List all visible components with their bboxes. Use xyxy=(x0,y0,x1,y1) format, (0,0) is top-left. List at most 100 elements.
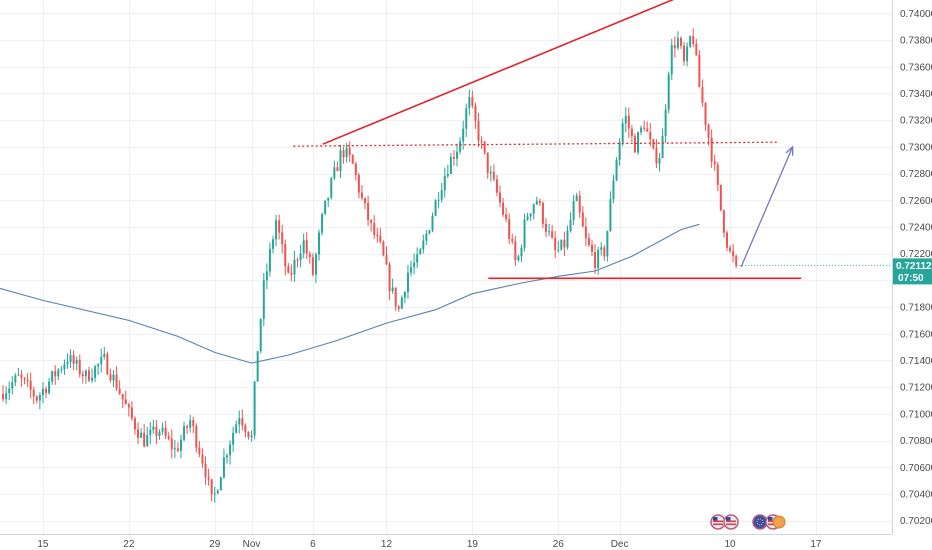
candle xyxy=(517,254,520,263)
time-tick-label: Dec xyxy=(611,539,629,550)
candle xyxy=(296,257,299,268)
candle xyxy=(189,414,192,433)
time-tick-label: 17 xyxy=(810,539,822,550)
candle xyxy=(612,174,615,204)
candle xyxy=(569,212,572,233)
time-tick-label: 12 xyxy=(381,539,393,550)
candle xyxy=(17,367,20,376)
candle xyxy=(664,103,667,143)
us-flag-icon[interactable] xyxy=(710,514,726,530)
time-tick-label: 6 xyxy=(310,539,316,550)
candles xyxy=(2,28,738,503)
candle xyxy=(683,41,686,66)
candle xyxy=(308,251,311,264)
candle xyxy=(152,419,155,434)
bar-countdown: 07:50 xyxy=(898,273,924,284)
candle xyxy=(440,183,443,203)
candle xyxy=(29,372,32,399)
candle xyxy=(413,253,416,275)
candle xyxy=(241,409,244,431)
candle xyxy=(729,245,732,254)
candle xyxy=(357,172,360,199)
candle xyxy=(112,370,115,387)
candle xyxy=(281,224,284,254)
candle xyxy=(689,35,692,49)
candle xyxy=(26,373,29,388)
candle xyxy=(627,107,630,138)
candle xyxy=(192,416,195,434)
eu-flag-icon[interactable] xyxy=(752,514,768,530)
candle xyxy=(603,245,606,261)
candle xyxy=(640,125,643,135)
candle xyxy=(133,416,136,435)
candle xyxy=(66,353,69,369)
candle xyxy=(222,448,225,480)
candle xyxy=(673,36,676,58)
candle xyxy=(176,442,179,453)
rising-trendline[interactable] xyxy=(322,0,679,145)
candle xyxy=(489,166,492,182)
candle xyxy=(339,144,342,179)
candle xyxy=(370,219,373,232)
candle xyxy=(511,233,514,245)
candle xyxy=(84,369,87,384)
candle xyxy=(483,141,486,155)
candle xyxy=(532,203,535,220)
candle xyxy=(471,90,474,109)
candle xyxy=(465,103,468,137)
time-axis[interactable]: 15 22 29 Nov 6 12 19 26 Dec 10 17 xyxy=(37,539,822,550)
candle xyxy=(566,225,569,250)
candle xyxy=(630,124,633,142)
last-price-value: 0.72112 xyxy=(896,261,932,272)
candle xyxy=(14,373,17,386)
candle xyxy=(204,456,207,485)
candle xyxy=(149,421,152,445)
candle xyxy=(287,262,290,274)
projection-arrow[interactable] xyxy=(740,146,794,268)
candle xyxy=(32,386,35,405)
candle xyxy=(360,184,363,201)
candle xyxy=(57,368,60,381)
candle xyxy=(498,185,501,208)
candle xyxy=(535,196,538,206)
candle xyxy=(127,402,130,417)
candle xyxy=(97,363,100,375)
candle xyxy=(679,36,682,50)
candle xyxy=(179,434,182,459)
candle xyxy=(259,318,262,354)
us-flag-icon[interactable] xyxy=(723,514,739,530)
candle xyxy=(232,426,235,452)
candle xyxy=(130,401,133,421)
candle xyxy=(100,348,103,373)
candle xyxy=(443,167,446,198)
candle xyxy=(216,489,219,495)
candle xyxy=(78,354,81,378)
candle xyxy=(538,198,541,206)
candle xyxy=(710,129,713,168)
candle xyxy=(701,79,704,107)
candle xyxy=(256,351,259,382)
candle xyxy=(551,224,554,239)
candle xyxy=(87,366,90,382)
last-price-badge xyxy=(893,258,932,285)
candle xyxy=(600,242,603,256)
candle xyxy=(51,370,54,386)
candle xyxy=(584,217,587,247)
candle xyxy=(388,261,391,301)
economic-events[interactable] xyxy=(710,514,786,530)
candle xyxy=(523,213,526,252)
event-marker-icon[interactable] xyxy=(772,515,786,529)
candle xyxy=(69,349,72,368)
candle xyxy=(732,243,735,263)
candle xyxy=(20,370,23,387)
time-tick-label: 19 xyxy=(467,539,479,550)
candle xyxy=(373,215,376,239)
candle xyxy=(557,240,560,253)
